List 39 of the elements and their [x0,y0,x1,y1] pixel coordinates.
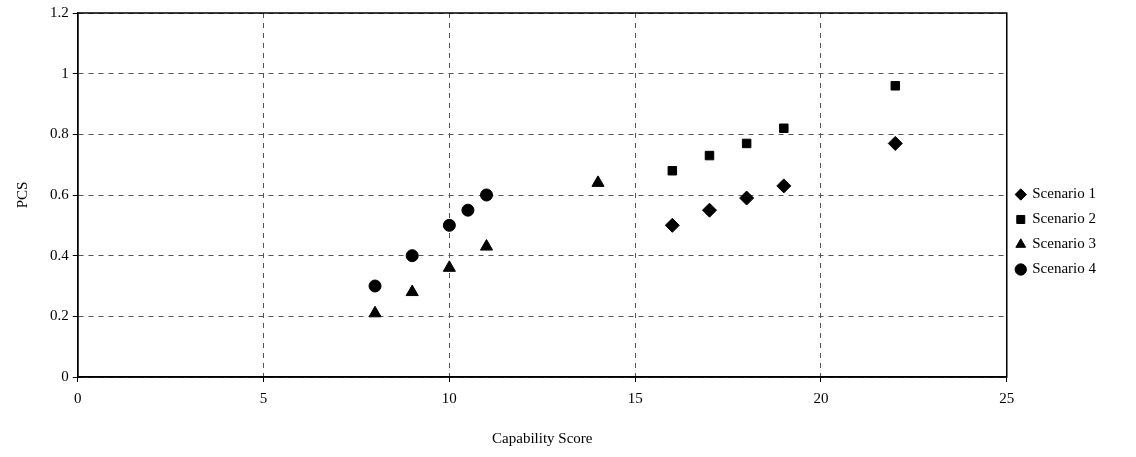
y-axis-title: PCS [13,181,30,209]
y-tick-label: 1.2 [50,3,69,20]
legend-label: Scenario 2 [1032,210,1097,227]
legend-label: Scenario 1 [1032,185,1097,202]
point [405,284,419,297]
x-tick-label: 20 [813,389,829,406]
point [368,305,382,318]
point [776,178,792,194]
point [664,217,680,233]
point [890,81,901,91]
y-tick-label: 0.2 [50,307,69,324]
point [461,203,475,217]
x-tick-label: 25 [999,389,1015,406]
point [405,249,419,263]
y-tick-label: 0.6 [50,185,70,202]
point [591,175,605,187]
point [368,279,382,293]
point [701,202,717,218]
x-axis-title: Capability Score [492,429,593,446]
y-tick-label: 0.8 [50,125,69,142]
point [739,190,755,206]
x-tick-label: 10 [441,389,457,406]
point [479,239,494,251]
x-tick-label: 0 [74,389,82,406]
legend-label: Scenario 4 [1032,260,1097,277]
x-tick-label: 15 [627,389,643,406]
y-tick-label: 0 [61,367,69,384]
point [779,123,789,134]
point [741,138,752,149]
point [480,188,494,202]
legend-label: Scenario 3 [1032,235,1097,252]
y-tick-label: 0.4 [50,246,70,263]
x-tick-label: 5 [259,389,268,406]
point [704,150,715,161]
point [442,218,456,232]
y-tick-label: 1 [61,64,69,81]
point [667,165,678,176]
point [442,260,456,272]
point [887,135,903,151]
